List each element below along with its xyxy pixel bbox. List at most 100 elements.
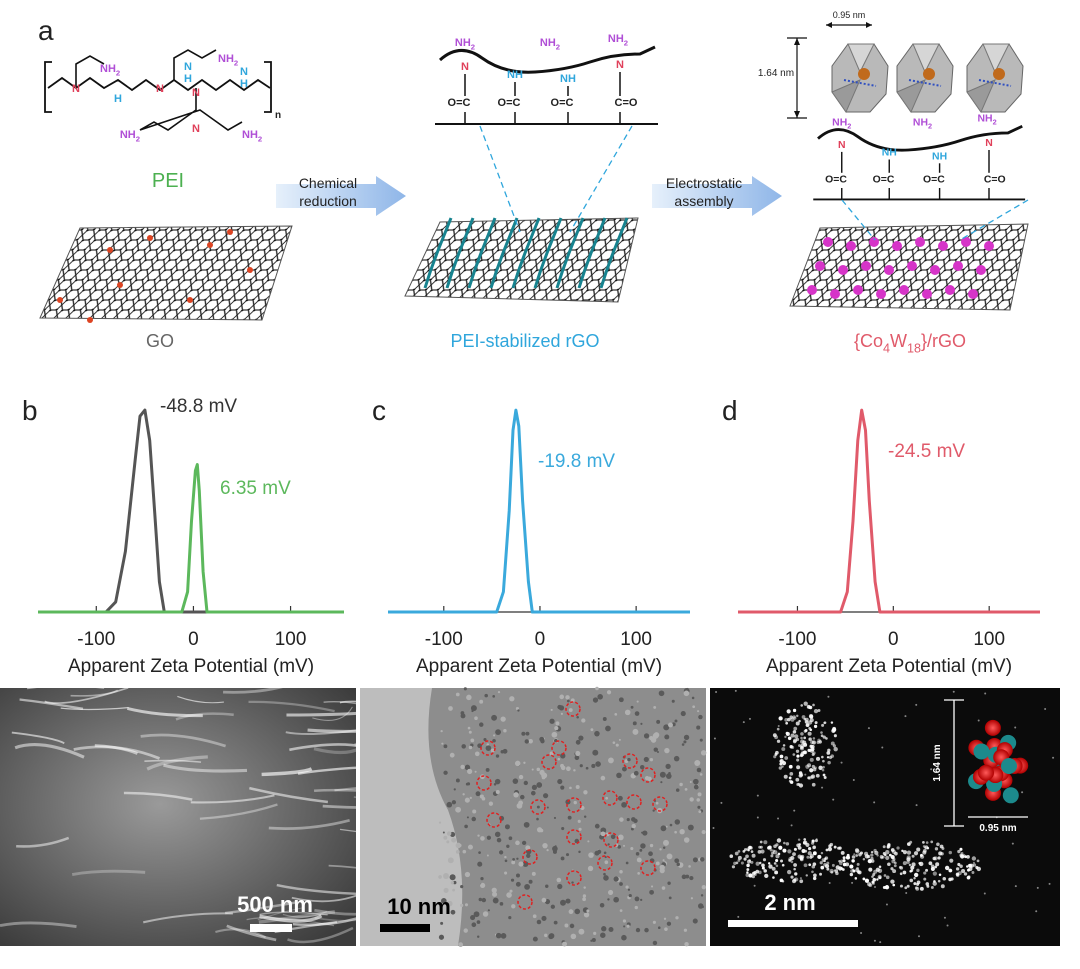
- x-tick-label: -100: [425, 629, 463, 650]
- grain: [619, 817, 624, 822]
- noise: [915, 703, 918, 706]
- arrow-label: Chemical: [299, 175, 357, 191]
- atom: [928, 861, 933, 866]
- cluster-dot: [968, 289, 978, 299]
- atom: [774, 870, 779, 875]
- grain: [665, 773, 672, 779]
- label-part: NH: [608, 33, 624, 45]
- grain: [643, 756, 649, 763]
- grain: [550, 708, 553, 712]
- sheet-fold: [163, 763, 248, 773]
- label-part: 2: [136, 134, 140, 143]
- atom: [955, 867, 960, 871]
- grain: [440, 729, 443, 733]
- atom: [769, 848, 773, 852]
- atom: [820, 851, 824, 855]
- sheet-fold: [44, 686, 129, 704]
- cluster-dot: [915, 237, 925, 247]
- annotation: -48.8 mV: [160, 396, 237, 417]
- label: N: [838, 140, 846, 151]
- grain: [689, 875, 694, 881]
- grain: [633, 770, 639, 776]
- label: O=C: [825, 174, 847, 185]
- grain: [594, 823, 600, 829]
- atom: [768, 864, 773, 869]
- grain: [463, 928, 468, 933]
- grain: [631, 817, 636, 822]
- atom: [781, 863, 785, 867]
- atom: [886, 844, 891, 848]
- label: N: [616, 59, 624, 71]
- grain: [698, 810, 702, 814]
- sem-image: [0, 688, 356, 946]
- sheet-fold: [143, 912, 233, 924]
- atom: [862, 858, 866, 861]
- cluster-dot: [938, 241, 948, 251]
- cluster-marker: [602, 790, 618, 806]
- grain: [481, 897, 487, 903]
- noise: [712, 826, 715, 829]
- atom: [822, 765, 825, 769]
- atom: [831, 863, 835, 867]
- atom: [849, 872, 854, 877]
- atom: [807, 776, 812, 780]
- atom: [796, 754, 800, 758]
- sheet-fold: [276, 883, 365, 896]
- grain: [471, 816, 476, 822]
- noise: [799, 877, 802, 880]
- grain: [482, 911, 489, 917]
- noise: [885, 903, 888, 906]
- atom: [826, 751, 831, 755]
- atom: [785, 842, 790, 846]
- atom: [750, 860, 754, 864]
- oxygen: [187, 297, 193, 303]
- grain: [619, 909, 623, 912]
- atom: [948, 877, 952, 882]
- grain: [506, 844, 510, 848]
- noise: [867, 727, 870, 730]
- atom: [807, 720, 813, 725]
- noise: [952, 690, 955, 693]
- atom: [806, 855, 810, 859]
- grain: [492, 897, 499, 904]
- scale-bar: [250, 924, 292, 932]
- grain: [460, 711, 465, 715]
- atom: [813, 708, 819, 714]
- grain: [523, 780, 528, 786]
- atom: [811, 839, 815, 843]
- grain: [478, 851, 481, 854]
- noise: [756, 816, 759, 819]
- noise: [793, 809, 796, 812]
- noise: [1014, 726, 1017, 729]
- noise: [715, 691, 718, 694]
- grain: [700, 857, 705, 862]
- facet: [831, 79, 861, 114]
- grain: [455, 850, 460, 854]
- grain: [531, 768, 534, 771]
- grain: [506, 892, 512, 898]
- grain: [526, 853, 531, 858]
- grain: [528, 738, 533, 744]
- atom: [961, 868, 966, 874]
- atom: [967, 875, 971, 879]
- grain: [541, 897, 547, 903]
- grain: [524, 884, 530, 890]
- atom: [916, 868, 920, 872]
- label: O=C: [873, 174, 895, 185]
- cluster-marker: [626, 794, 642, 810]
- label: NH2: [100, 63, 120, 77]
- atom: [779, 759, 783, 763]
- noise: [753, 884, 756, 887]
- atom: [829, 868, 834, 874]
- noise: [853, 853, 856, 856]
- atom: [829, 842, 834, 847]
- oxygen: [207, 242, 213, 248]
- panel-label: c: [372, 395, 386, 426]
- noise: [977, 719, 980, 722]
- oxygen: [147, 235, 153, 241]
- atom: [963, 872, 968, 876]
- atom: [846, 853, 850, 857]
- grain: [625, 861, 629, 865]
- grain: [597, 849, 602, 854]
- grain: [680, 711, 686, 717]
